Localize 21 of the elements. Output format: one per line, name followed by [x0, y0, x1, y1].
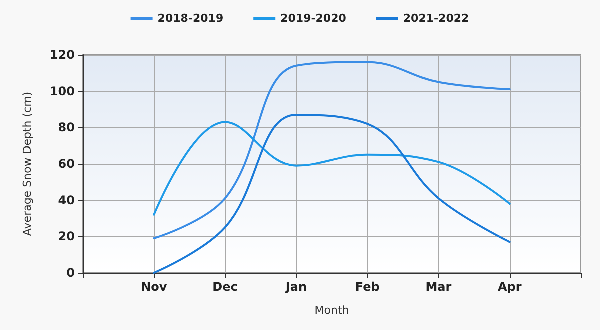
- y-tick-label: 20: [58, 230, 75, 244]
- y-axis-title: Average Snow Depth (cm): [21, 92, 34, 236]
- y-tick-label: 60: [58, 157, 75, 171]
- legend-label: 2021-2022: [403, 12, 470, 25]
- line-series: [153, 61, 511, 240]
- x-axis-title: Month: [314, 304, 350, 317]
- x-tick-label: Mar: [426, 280, 452, 294]
- y-tick-label: 40: [58, 193, 75, 208]
- legend-label: 2019-2020: [280, 12, 347, 25]
- y-tick-label: 100: [50, 84, 75, 98]
- legend-label: 2018-2019: [158, 12, 224, 25]
- y-tick-label: 0: [66, 266, 75, 280]
- line-series: [153, 114, 511, 274]
- y-tick-label: 120: [50, 48, 75, 62]
- x-tick-label: Feb: [355, 280, 380, 294]
- line-series: [153, 121, 511, 216]
- x-tick-label: Apr: [498, 280, 522, 294]
- x-tick-label: Dec: [212, 280, 238, 294]
- x-tick-label: Nov: [141, 280, 168, 294]
- y-tick-label: 80: [58, 120, 75, 135]
- x-tick-label: Jan: [284, 280, 307, 294]
